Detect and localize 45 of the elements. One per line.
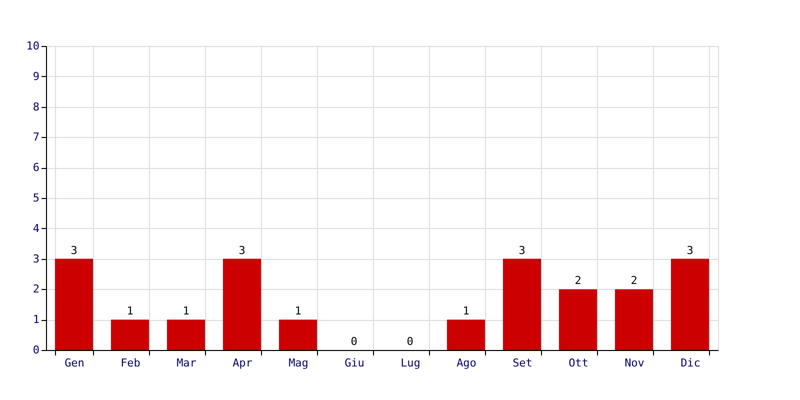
x-tick-label: Feb — [120, 356, 140, 370]
data-label: 1 — [126, 304, 134, 318]
bar — [558, 289, 598, 350]
y-tick-label: 10 — [26, 40, 40, 52]
x-tick-label: Lug — [400, 356, 420, 370]
y-tick-label: 4 — [32, 222, 40, 235]
bar — [222, 258, 262, 350]
data-label: 3 — [70, 244, 78, 257]
bar — [502, 258, 542, 350]
x-tick-label: Dic — [680, 356, 700, 370]
x-tick-label: Giu — [344, 356, 364, 370]
data-label: 3 — [238, 244, 246, 257]
x-tick-label: Set — [512, 356, 532, 370]
y-tick-label: 7 — [32, 130, 40, 144]
y-tick-label: 1 — [32, 313, 40, 326]
y-tick-label: 2 — [32, 282, 40, 296]
bar — [110, 320, 150, 350]
x-tick-label: Mar — [176, 356, 197, 370]
y-tick-label: 9 — [32, 70, 40, 83]
y-tick-label: 5 — [32, 192, 40, 204]
data-label: 2 — [630, 274, 638, 288]
x-tick-label: Nov — [624, 356, 645, 370]
y-tick-label: 8 — [32, 100, 40, 114]
x-tick-label: Gen — [64, 356, 84, 370]
x-tick-label: Ago — [456, 356, 476, 370]
bar — [670, 258, 710, 350]
bar — [278, 320, 318, 350]
x-tick-label: Mag — [288, 356, 308, 370]
data-label: 1 — [182, 304, 190, 318]
bar — [446, 320, 486, 350]
data-label: 1 — [294, 304, 302, 318]
data-label: 0 — [406, 335, 414, 348]
data-label: 0 — [350, 335, 358, 348]
bar — [614, 289, 654, 350]
data-label: 2 — [574, 274, 582, 288]
data-label: 1 — [462, 304, 470, 318]
bar — [166, 320, 206, 350]
y-tick-label: 6 — [32, 161, 40, 174]
x-tick-label: Apr — [232, 356, 253, 370]
data-label: 3 — [686, 244, 694, 257]
bar — [54, 258, 94, 350]
data-label: 3 — [518, 244, 526, 257]
x-tick-label: Ott — [568, 356, 588, 370]
y-tick-label: 3 — [32, 252, 40, 266]
y-tick-label: 0 — [32, 344, 40, 356]
